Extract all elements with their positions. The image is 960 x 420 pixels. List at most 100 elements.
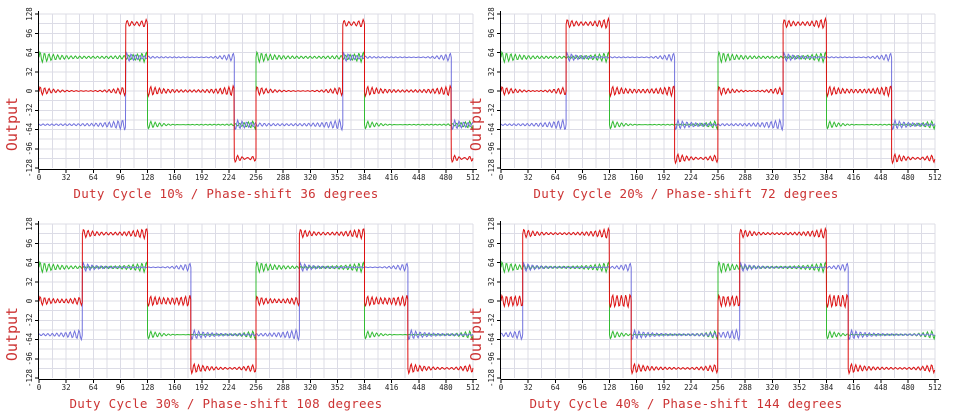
y-tick-label: -128 <box>25 158 34 177</box>
x-tick-label: 160 <box>168 383 182 392</box>
x-tick-label: 416 <box>847 383 861 392</box>
y-tick-label: 96 <box>487 28 496 38</box>
x-tick-label: 0 <box>499 173 504 182</box>
x-tick-label: 352 <box>331 383 345 392</box>
y-tick-label: 64 <box>487 258 496 268</box>
x-tick-label: 224 <box>684 383 698 392</box>
x-tick-label: 0 <box>499 383 504 392</box>
red-wave <box>38 18 474 164</box>
x-tick-label: 256 <box>249 383 263 392</box>
x-tick-label: 96 <box>116 383 126 392</box>
x-tick-label: 448 <box>874 383 888 392</box>
y-axis-label-output-4: Output <box>467 306 485 362</box>
tick-labels: 0 32 64 96 128 160 192 224 256 288 320 352 384 416 448… <box>487 7 942 182</box>
x-tick-label: 64 <box>551 173 561 182</box>
y-tick-label: -96 <box>487 141 496 155</box>
x-tick-label: 32 <box>62 173 71 182</box>
x-tick-label: 64 <box>551 383 561 392</box>
x-tick-label: 256 <box>711 173 725 182</box>
grid <box>39 13 474 168</box>
y-tick-label: 64 <box>25 258 34 268</box>
axes <box>35 221 477 383</box>
x-tick-label: 480 <box>439 173 453 182</box>
x-tick-label: 352 <box>793 383 807 392</box>
axes <box>497 221 939 383</box>
y-tick-label: -96 <box>25 351 34 365</box>
y-tick-label: -128 <box>487 158 496 177</box>
x-tick-label: 448 <box>874 173 888 182</box>
y-tick-label: -128 <box>487 368 496 387</box>
red-wave <box>38 228 474 376</box>
y-tick-label: -128 <box>25 368 34 387</box>
x-tick-label: 416 <box>385 173 399 182</box>
x-tick-label: 352 <box>331 173 345 182</box>
y-tick-label: 64 <box>25 48 34 58</box>
x-tick-label: 480 <box>901 383 915 392</box>
x-tick-label: 64 <box>89 173 99 182</box>
axes <box>35 11 477 173</box>
x-tick-label: 192 <box>195 383 209 392</box>
chart-title-duty-40: Duty Cycle 40% / Phase-shift 144 degrees <box>529 396 843 411</box>
x-tick-label: 160 <box>630 173 644 182</box>
x-tick-label: 416 <box>385 383 399 392</box>
y-axis-label-output-1: Output <box>3 96 21 152</box>
x-tick-label: 128 <box>603 383 617 392</box>
y-tick-label: 32 <box>487 277 496 286</box>
y-tick-label: -64 <box>25 332 34 346</box>
x-tick-label: 320 <box>303 173 317 182</box>
x-tick-label: 192 <box>657 383 671 392</box>
x-tick-label: 256 <box>249 173 263 182</box>
x-tick-label: 448 <box>412 383 426 392</box>
chart-2: 0 32 64 96 128 160 192 224 256 288 320 352 384 416 448… <box>487 7 942 182</box>
x-tick-label: 192 <box>195 173 209 182</box>
y-tick-label: 0 <box>25 88 34 93</box>
x-tick-label: 416 <box>847 173 861 182</box>
x-tick-label: 192 <box>657 173 671 182</box>
x-tick-label: 96 <box>116 173 126 182</box>
x-tick-label: 352 <box>793 173 807 182</box>
x-tick-label: 288 <box>738 383 752 392</box>
y-tick-label: -64 <box>25 122 34 136</box>
x-tick-label: 512 <box>928 383 942 392</box>
x-tick-label: 256 <box>711 383 725 392</box>
y-tick-label: 96 <box>487 238 496 248</box>
chart-1: 0 32 64 96 128 160 192 224 256 288 320 352 384 416 448… <box>25 7 480 182</box>
x-tick-label: 288 <box>276 383 290 392</box>
x-tick-label: 160 <box>630 383 644 392</box>
x-tick-label: 96 <box>578 383 588 392</box>
y-tick-label: 128 <box>25 217 34 231</box>
x-tick-label: 0 <box>37 173 42 182</box>
x-tick-label: 288 <box>738 173 752 182</box>
x-tick-label: 320 <box>303 383 317 392</box>
y-tick-label: 32 <box>25 277 34 286</box>
y-axis-label-output-3: Output <box>3 306 21 362</box>
y-tick-label: -32 <box>25 313 34 327</box>
axes <box>497 11 939 173</box>
x-tick-label: 224 <box>684 173 698 182</box>
red-wave <box>500 226 936 376</box>
y-tick-label: -64 <box>487 332 496 346</box>
chart-title-duty-30: Duty Cycle 30% / Phase-shift 108 degrees <box>69 396 383 411</box>
x-tick-label: 480 <box>439 383 453 392</box>
x-tick-label: 128 <box>141 173 155 182</box>
x-tick-label: 32 <box>524 383 533 392</box>
x-tick-label: 128 <box>603 173 617 182</box>
tick-labels: 0 32 64 96 128 160 192 224 256 288 320 352 384 416 448… <box>487 217 942 392</box>
x-tick-label: 384 <box>820 173 834 182</box>
x-tick-label: 448 <box>412 173 426 182</box>
x-tick-label: 32 <box>62 383 71 392</box>
x-tick-label: 384 <box>358 383 372 392</box>
x-tick-label: 512 <box>928 173 942 182</box>
chart-3: 0 32 64 96 128 160 192 224 256 288 320 352 384 416 448… <box>25 217 480 392</box>
x-tick-label: 512 <box>466 173 480 182</box>
x-tick-label: 288 <box>276 173 290 182</box>
y-tick-label: 0 <box>487 298 496 303</box>
x-tick-label: 384 <box>358 173 372 182</box>
y-tick-label: 32 <box>25 67 34 76</box>
y-tick-label: -64 <box>487 122 496 136</box>
y-tick-label: 32 <box>487 67 496 76</box>
x-tick-label: 32 <box>524 173 533 182</box>
y-tick-label: -96 <box>487 351 496 365</box>
y-tick-label: -32 <box>487 103 496 117</box>
